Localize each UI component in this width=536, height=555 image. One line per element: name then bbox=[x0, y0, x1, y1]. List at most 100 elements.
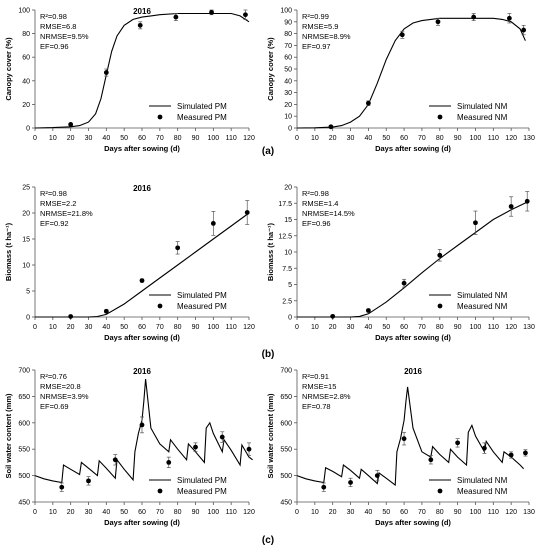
series-line bbox=[34, 12, 250, 129]
data-point bbox=[244, 210, 250, 215]
x-tick-label: 120 bbox=[505, 509, 517, 516]
legend-point-swatch bbox=[157, 114, 163, 120]
legend-point-swatch bbox=[157, 303, 163, 309]
x-tick-label: 40 bbox=[102, 135, 110, 142]
x-tick-label: 60 bbox=[400, 509, 408, 516]
stat-line: RMSE=2.2 bbox=[40, 199, 76, 208]
x-tick-label: 0 bbox=[33, 324, 37, 331]
x-tick-label: 0 bbox=[33, 509, 37, 516]
y-tick-label: 60 bbox=[284, 55, 292, 62]
x-tick-label: 10 bbox=[311, 509, 319, 516]
x-tick-label: 40 bbox=[102, 509, 110, 516]
data-point bbox=[471, 14, 477, 20]
chart-title: 2016 bbox=[404, 367, 422, 376]
y-tick-label: 450 bbox=[280, 500, 292, 507]
x-tick-label: 80 bbox=[436, 509, 444, 516]
x-tick-label: 120 bbox=[505, 324, 517, 331]
y-tick-label: 0 bbox=[26, 315, 30, 322]
x-tick-label: 0 bbox=[295, 324, 299, 331]
y-tick-label: 40 bbox=[284, 78, 292, 85]
x-tick-label: 60 bbox=[138, 324, 146, 331]
y-tick-label: 0 bbox=[288, 315, 292, 322]
data-point bbox=[435, 19, 441, 25]
data-point bbox=[246, 446, 252, 452]
x-tick-label: 30 bbox=[85, 509, 93, 516]
x-tick-label: 80 bbox=[436, 135, 444, 142]
legend-label: Measured PM bbox=[177, 113, 227, 122]
x-axis-label: Days after sowing (d) bbox=[375, 144, 451, 153]
data-point bbox=[68, 122, 74, 127]
chart-title: 2016 bbox=[133, 367, 151, 376]
y-tick-label: 5 bbox=[26, 289, 30, 296]
x-axis-label: Days after sowing (d) bbox=[104, 144, 180, 153]
y-tick-label: 40 bbox=[22, 78, 30, 85]
stat-line: EF=0.78 bbox=[302, 402, 331, 411]
x-tick-label: 50 bbox=[120, 324, 128, 331]
x-tick-label: 30 bbox=[347, 324, 355, 331]
x-tick-label: 80 bbox=[174, 324, 182, 331]
legend-label: Simulated PM bbox=[177, 476, 227, 485]
data-point bbox=[399, 32, 405, 38]
data-point bbox=[508, 452, 514, 458]
data-point bbox=[330, 313, 336, 319]
data-point bbox=[210, 221, 216, 226]
x-tick-label: 60 bbox=[138, 135, 146, 142]
x-tick-label: 100 bbox=[207, 135, 219, 142]
x-tick-label: 50 bbox=[120, 135, 128, 142]
x-tick-label: 100 bbox=[470, 135, 482, 142]
x-axis-label: Days after sowing (d) bbox=[375, 518, 451, 527]
x-tick-label: 60 bbox=[400, 135, 408, 142]
series-line bbox=[34, 378, 253, 484]
chart-6: 0 10 20 30 40 50 60 70 80 90 100 110 120 130 450 500 550… bbox=[266, 367, 535, 527]
data-point bbox=[328, 124, 334, 130]
stat-line: NRMSE=14.5% bbox=[302, 209, 355, 218]
data-point bbox=[103, 70, 109, 75]
x-tick-label: 110 bbox=[488, 324, 499, 331]
x-tick-label: 80 bbox=[436, 324, 444, 331]
x-tick-label: 100 bbox=[207, 324, 219, 331]
y-tick-label: 600 bbox=[280, 420, 292, 427]
y-tick-label: 90 bbox=[284, 19, 292, 26]
y-tick-label: 15 bbox=[22, 237, 30, 244]
y-axis-label: Biomass (t ha⁻¹) bbox=[266, 222, 275, 281]
x-tick-label: 130 bbox=[523, 324, 535, 331]
data-point bbox=[506, 15, 512, 21]
x-tick-label: 60 bbox=[400, 324, 408, 331]
x-tick-label: 110 bbox=[488, 509, 499, 516]
stat-line: EF=0.96 bbox=[40, 42, 69, 51]
legend-label: Simulated PM bbox=[177, 102, 227, 111]
y-tick-label: 5 bbox=[288, 282, 292, 289]
x-tick-label: 20 bbox=[67, 509, 75, 516]
x-tick-label: 90 bbox=[192, 324, 200, 331]
x-tick-label: 70 bbox=[418, 324, 426, 331]
y-tick-label: 550 bbox=[280, 447, 292, 454]
x-tick-label: 100 bbox=[470, 509, 482, 516]
chart-3: 0 10 20 30 40 50 60 70 80 90 100 110 120 0 5 10 15 20 25 Da… bbox=[4, 184, 255, 342]
y-tick-label: 10 bbox=[284, 114, 292, 121]
chart-1: 0 10 20 30 40 50 60 70 80 90 100 110 120 0 20 40 60 80 100… bbox=[4, 7, 255, 153]
stat-line: R²=0.98 bbox=[40, 12, 67, 21]
data-point bbox=[219, 434, 225, 440]
x-tick-label: 80 bbox=[174, 509, 182, 516]
x-tick-label: 20 bbox=[329, 324, 337, 331]
x-tick-label: 90 bbox=[454, 324, 462, 331]
legend-label: Simulated NM bbox=[457, 291, 508, 300]
legend-label: Measured NM bbox=[457, 302, 508, 311]
legend-label: Measured NM bbox=[457, 487, 508, 496]
data-point bbox=[137, 22, 143, 28]
data-point bbox=[524, 198, 530, 204]
y-tick-label: 50 bbox=[284, 67, 292, 74]
legend-point-swatch bbox=[157, 488, 163, 494]
y-axis-label: Canopy cover (%) bbox=[266, 37, 275, 101]
legend-label: Measured NM bbox=[457, 113, 508, 122]
stat-line: NRMSE=9.5% bbox=[40, 32, 89, 41]
x-tick-label: 70 bbox=[418, 509, 426, 516]
x-tick-label: 50 bbox=[382, 135, 390, 142]
data-point bbox=[103, 308, 109, 314]
stat-line: EF=0.96 bbox=[302, 219, 331, 228]
x-tick-label: 70 bbox=[418, 135, 426, 142]
x-tick-label: 50 bbox=[382, 509, 390, 516]
data-point bbox=[59, 484, 65, 490]
data-point bbox=[437, 252, 443, 258]
y-tick-label: 80 bbox=[22, 31, 30, 38]
